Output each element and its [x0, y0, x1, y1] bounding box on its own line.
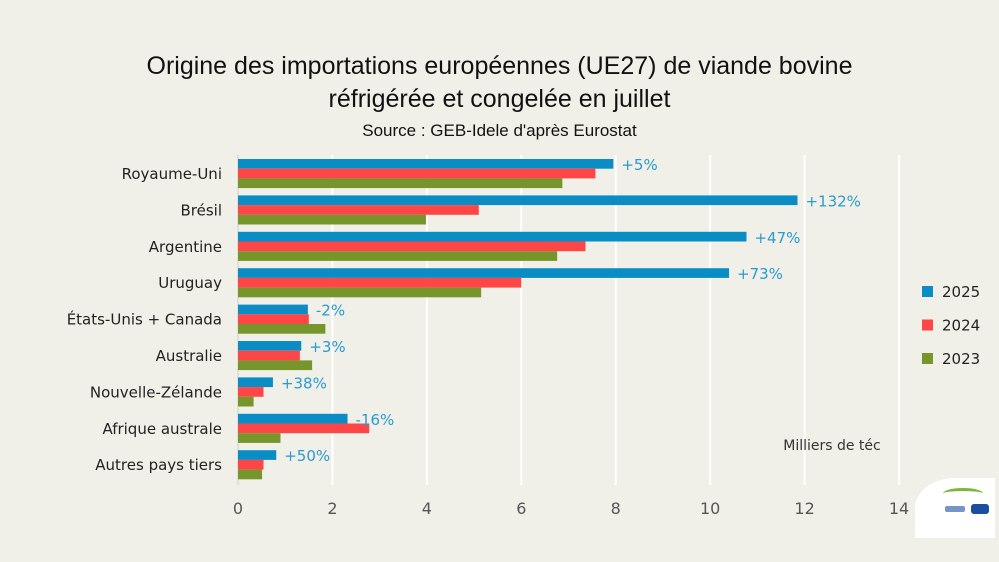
category-label: Nouvelle-Zélande: [90, 383, 222, 401]
legend-swatch-2023: [922, 353, 933, 364]
logo-mark: [971, 504, 989, 514]
x-tick-label: 14: [889, 499, 909, 518]
bar-2025: [238, 341, 302, 351]
legend-label: 2023: [942, 350, 980, 368]
bar-2024: [238, 277, 522, 288]
chart-subtitle: Source : GEB-Idele d'après Eurostat: [362, 121, 637, 140]
bar-2025: [238, 413, 348, 424]
category-label: Argentine: [149, 238, 222, 256]
category-label: Australie: [156, 347, 222, 365]
legend-swatch-2025: [922, 286, 933, 297]
category-label: États-Unis + Canada: [67, 310, 222, 329]
logo-mark: [945, 506, 965, 512]
x-tick-label: 10: [700, 499, 720, 518]
bar-2024: [238, 423, 370, 434]
data-label: +132%: [805, 192, 860, 210]
category-label: Uruguay: [158, 274, 222, 292]
data-label: -2%: [316, 302, 345, 320]
bar-2025: [238, 450, 277, 460]
bar-2024: [238, 241, 586, 252]
chart-title-line-2: réfrigérée et congelée en juillet: [328, 85, 671, 113]
bar-2024: [238, 205, 479, 215]
data-label: +5%: [621, 156, 657, 174]
bar-2025: [238, 304, 308, 315]
unit-label: Milliers de téc: [783, 438, 881, 454]
bar-2025: [238, 195, 798, 206]
legend-label: 2024: [942, 317, 980, 335]
data-label: +3%: [309, 338, 345, 356]
bar-2024: [238, 314, 309, 324]
bar-2025: [238, 268, 730, 278]
data-label: +38%: [281, 374, 327, 392]
idele-logo: [915, 478, 995, 538]
data-label: +50%: [284, 447, 330, 465]
bar-2023: [238, 214, 426, 225]
logo-swoosh: [943, 488, 983, 499]
legend-swatch-2024: [922, 319, 933, 331]
bar-2023: [238, 469, 263, 480]
data-label: +47%: [754, 229, 800, 247]
x-tick-label: 6: [516, 499, 526, 518]
category-label: Afrique australe: [102, 420, 222, 438]
data-label: -16%: [356, 411, 395, 429]
x-tick-label: 4: [422, 499, 432, 518]
data-label: +73%: [737, 265, 783, 283]
category-label: Brésil: [180, 201, 222, 219]
bar-2023: [238, 324, 326, 334]
bar-2023: [238, 396, 254, 407]
x-tick-label: 12: [794, 499, 814, 518]
bar-2023: [238, 178, 563, 189]
bar-2023: [238, 433, 281, 443]
bar-2023: [238, 251, 558, 261]
bar-2024: [238, 459, 264, 470]
bar-2025: [238, 231, 747, 242]
chart-title-line-1: Origine des importations européennes (UE…: [146, 52, 853, 80]
bar-2024: [238, 168, 596, 179]
bar-2024: [238, 350, 300, 361]
bar-2025: [238, 159, 614, 169]
bar-2025: [238, 377, 273, 388]
bar-2023: [238, 360, 313, 371]
category-label: Autres pays tiers: [95, 456, 222, 474]
category-label: Royaume-Uni: [122, 165, 222, 183]
x-tick-label: 0: [233, 499, 243, 518]
x-tick-label: 8: [611, 499, 621, 518]
x-tick-label: 2: [327, 499, 337, 518]
legend-label: 2025: [942, 283, 980, 301]
bar-2024: [238, 387, 264, 397]
bar-2023: [238, 287, 482, 298]
